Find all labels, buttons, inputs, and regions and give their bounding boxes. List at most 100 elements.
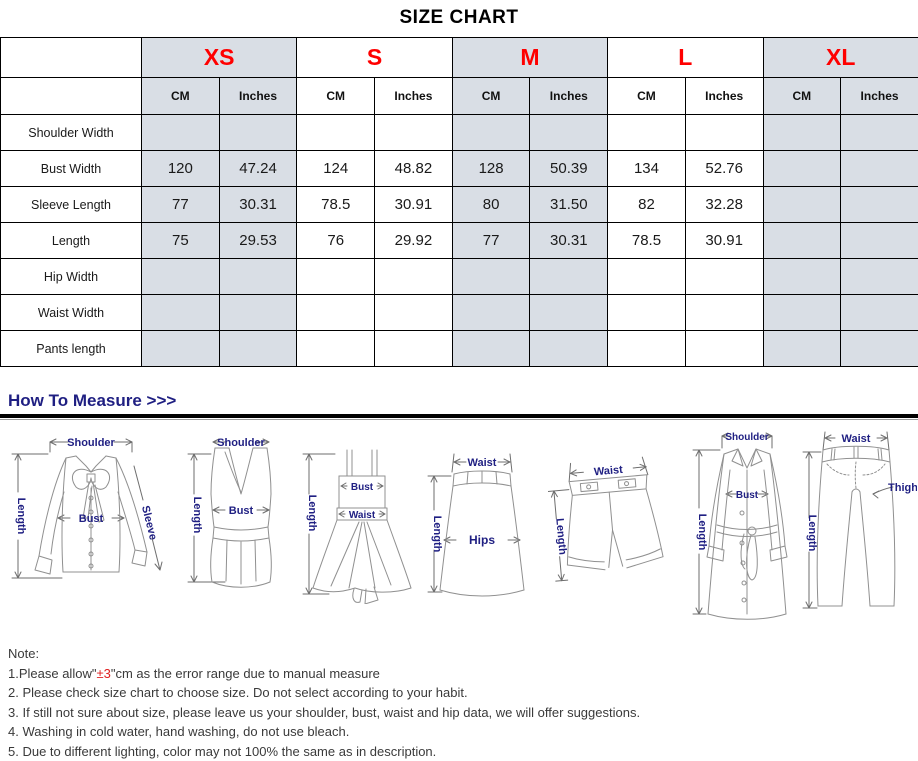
value-cell xyxy=(841,295,918,331)
notes-section: Note: 1.Please allow"±3"cm as the error … xyxy=(0,644,918,761)
value-cell xyxy=(297,331,375,367)
value-cell: 30.31 xyxy=(219,187,297,223)
size-header-xl: XL xyxy=(763,38,918,78)
skirt-diagram: Waist Length Hips xyxy=(424,452,536,604)
value-cell xyxy=(375,331,453,367)
value-cell xyxy=(452,115,530,151)
label-hips: Hips xyxy=(469,533,495,547)
value-cell: 52.76 xyxy=(685,151,763,187)
unit-header-cm: CM xyxy=(142,78,220,115)
value-cell: 78.5 xyxy=(297,187,375,223)
row-label: Pants length xyxy=(1,331,142,367)
size-header-xs: XS xyxy=(142,38,297,78)
value-cell xyxy=(297,259,375,295)
label-waist: Waist xyxy=(468,457,497,469)
unit-header-cm: CM xyxy=(297,78,375,115)
unit-header-inches: Inches xyxy=(841,78,918,115)
value-cell xyxy=(219,259,297,295)
label-length: Length xyxy=(306,495,318,532)
value-cell xyxy=(763,151,841,187)
value-cell xyxy=(142,259,220,295)
size-header-s: S xyxy=(297,38,452,78)
value-cell: 134 xyxy=(608,151,686,187)
garment-outline xyxy=(817,446,895,606)
value-cell xyxy=(452,259,530,295)
garment-outline xyxy=(560,474,664,573)
value-cell: 77 xyxy=(142,187,220,223)
measure-figure-trench-coat: Shoulder Length Bust xyxy=(686,428,802,626)
value-cell xyxy=(608,295,686,331)
pants-diagram: Waist Length Thigh xyxy=(799,430,917,620)
value-cell xyxy=(763,259,841,295)
value-cell: 77 xyxy=(452,223,530,259)
value-cell xyxy=(375,259,453,295)
row-label: Waist Width xyxy=(1,295,142,331)
value-cell: 128 xyxy=(452,151,530,187)
value-cell xyxy=(763,331,841,367)
label-bust: Bust xyxy=(229,505,254,517)
value-cell xyxy=(297,295,375,331)
value-cell xyxy=(452,295,530,331)
value-cell xyxy=(530,259,608,295)
notes-heading: Note: xyxy=(8,644,918,664)
value-cell xyxy=(530,331,608,367)
value-cell xyxy=(763,223,841,259)
value-cell xyxy=(841,115,918,151)
note-highlight: ±3 xyxy=(96,666,110,681)
value-cell xyxy=(530,115,608,151)
value-cell xyxy=(763,187,841,223)
row-label: Sleeve Length xyxy=(1,187,142,223)
note-line-2: 2. Please check size chart to choose siz… xyxy=(8,683,918,703)
value-cell xyxy=(763,295,841,331)
value-cell xyxy=(219,115,297,151)
measure-figure-skirt: Waist Length Hips xyxy=(424,452,536,604)
label-waist: Waist xyxy=(349,510,376,521)
value-cell: 32.28 xyxy=(685,187,763,223)
table-row: Waist Width xyxy=(1,295,918,331)
unit-header-inches: Inches xyxy=(685,78,763,115)
measure-figure-pants: Waist Length Thigh xyxy=(799,430,917,620)
value-cell xyxy=(142,331,220,367)
value-cell xyxy=(841,187,918,223)
row-label: Length xyxy=(1,223,142,259)
value-cell xyxy=(763,115,841,151)
table-row: Shoulder Width xyxy=(1,115,918,151)
how-to-measure-heading: How To Measure >>> xyxy=(0,391,918,411)
value-cell xyxy=(685,115,763,151)
label-thigh: Thigh xyxy=(888,482,917,494)
unit-header-cm: CM xyxy=(763,78,841,115)
note-line-3: 3. If still not sure about size, please … xyxy=(8,703,918,723)
value-cell: 48.82 xyxy=(375,151,453,187)
label-length: Length xyxy=(553,518,568,556)
table-row: Hip Width xyxy=(1,259,918,295)
label-length: Length xyxy=(431,516,443,553)
measure-figures: Shoulder Length Bust Sleeve xyxy=(0,428,918,634)
value-cell: 47.24 xyxy=(219,151,297,187)
value-cell: 29.53 xyxy=(219,223,297,259)
row-label: Hip Width xyxy=(1,259,142,295)
value-cell: 31.50 xyxy=(530,187,608,223)
value-cell: 78.5 xyxy=(608,223,686,259)
value-cell: 30.91 xyxy=(375,187,453,223)
unit-header-cm: CM xyxy=(608,78,686,115)
value-cell xyxy=(608,115,686,151)
value-cell: 30.91 xyxy=(685,223,763,259)
label-length: Length xyxy=(806,515,818,552)
garment-outline xyxy=(313,450,411,604)
page-title: SIZE CHART xyxy=(0,0,918,37)
value-cell: 76 xyxy=(297,223,375,259)
corner-cell xyxy=(1,38,142,78)
value-cell: 50.39 xyxy=(530,151,608,187)
label-bust: Bust xyxy=(79,513,104,525)
value-cell xyxy=(452,331,530,367)
value-cell xyxy=(375,295,453,331)
label-waist: Waist xyxy=(593,464,623,479)
note-text: 1.Please allow" xyxy=(8,666,96,681)
value-cell xyxy=(530,295,608,331)
trench-coat-diagram: Shoulder Length Bust xyxy=(686,428,802,626)
value-cell xyxy=(219,331,297,367)
